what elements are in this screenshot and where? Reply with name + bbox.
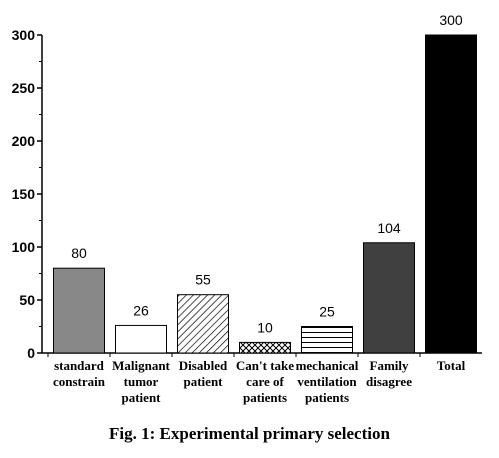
data-label: 300 (439, 12, 463, 28)
x-tick-label: mechanical ventilation patients (296, 358, 359, 405)
x-tick-label: Can't take care of patients (236, 358, 294, 405)
y-tick-label: 100 (12, 239, 36, 255)
data-label: 25 (319, 304, 335, 320)
data-label: 26 (133, 302, 149, 318)
y-tick-label: 200 (12, 133, 36, 149)
y-tick-label: 150 (12, 186, 36, 202)
x-tick-label: Total (437, 358, 466, 373)
y-tick-label: 250 (12, 80, 36, 96)
data-label: 104 (377, 220, 401, 236)
bar (425, 34, 477, 354)
bar (239, 341, 291, 354)
bar (363, 242, 415, 354)
x-tick-label: Disabled patient (179, 358, 228, 389)
x-tick-label: Malignant tumor patient (112, 358, 170, 405)
data-label: 55 (195, 272, 211, 288)
y-tick-label: 300 (12, 27, 36, 43)
bar (177, 294, 229, 354)
x-tick-label: Family disagree (366, 358, 412, 389)
figure-caption: Fig. 1: Experimental primary selection (109, 424, 390, 443)
bar (115, 324, 167, 354)
bar (53, 267, 105, 354)
bar-chart: 0 50 100 150 200 250 300 80 26 55 10 25 104 300 stan… (12, 12, 482, 405)
bar (301, 326, 353, 354)
bars (53, 34, 477, 354)
data-labels: 80 26 55 10 25 104 300 (71, 12, 463, 335)
x-tick-label: standard constrain (53, 358, 106, 389)
data-label: 80 (71, 245, 87, 261)
y-tick-label: 0 (27, 345, 35, 361)
y-tick-label: 50 (19, 292, 35, 308)
data-label: 10 (257, 319, 273, 335)
